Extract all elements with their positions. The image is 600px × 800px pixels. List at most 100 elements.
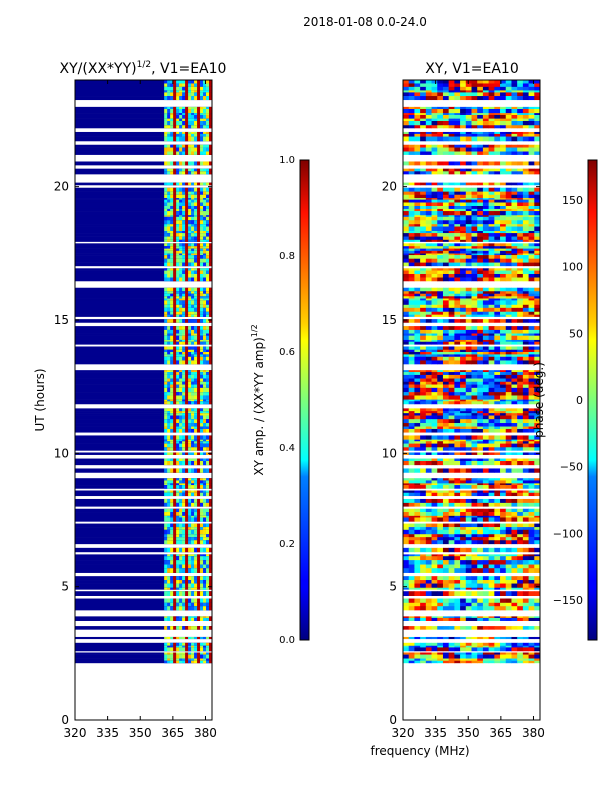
amp-cell (185, 268, 189, 271)
phase-cell (414, 346, 421, 351)
amp-cell (167, 250, 171, 254)
amp-cell (200, 133, 204, 137)
amp-cell (209, 277, 213, 282)
phase-cell (414, 408, 421, 412)
phase-cell (408, 415, 415, 420)
amp-cell (194, 461, 198, 466)
phase-cell (494, 341, 501, 345)
phase-cell (500, 349, 507, 353)
amp-cell (182, 198, 186, 200)
phase-cell (408, 109, 415, 114)
phase-cell (403, 326, 410, 331)
amp-cell (191, 602, 195, 607)
phase-cell (471, 187, 478, 192)
amp-cell (176, 591, 180, 596)
amp-cell (197, 351, 201, 355)
amp-cell (188, 360, 192, 365)
phase-cell (442, 147, 450, 152)
amp-cell (164, 517, 168, 522)
amp-cell (167, 118, 171, 122)
phase-cell (414, 423, 421, 427)
amp-cell (200, 399, 204, 402)
phase-cell (511, 298, 518, 301)
phase-cell (500, 171, 507, 175)
phase-cell (420, 182, 427, 186)
amp-cell (203, 187, 207, 192)
amp-cell (209, 339, 213, 343)
phase-cell (522, 372, 529, 376)
phase-cell (431, 447, 438, 451)
amp-cell (194, 647, 198, 652)
amp-cell (167, 339, 171, 343)
amp-cell (191, 92, 195, 97)
amp-cell (173, 378, 177, 383)
amp-cell (185, 83, 189, 88)
phase-cell (465, 298, 472, 301)
phase-cell (477, 120, 484, 126)
phase-cell (465, 426, 472, 430)
amp-cell (164, 226, 168, 232)
phase-cell (442, 239, 450, 242)
phase-cell (500, 92, 507, 97)
phase-cell (437, 392, 444, 396)
amp-cell (197, 515, 201, 518)
phase-cell (500, 395, 507, 400)
amp-cell (170, 287, 174, 292)
amp-cell (203, 606, 207, 611)
amp-cell (203, 125, 207, 129)
phase-cell (408, 374, 415, 379)
amp-cell (176, 556, 180, 561)
phase-cell (494, 125, 501, 129)
amp-cell (164, 658, 168, 662)
amp-cell (182, 378, 186, 383)
amp-cell (167, 296, 171, 299)
phase-cell (477, 255, 484, 260)
phase-cell (454, 133, 461, 137)
phase-cell (471, 136, 478, 142)
phase-cell (511, 351, 518, 355)
phase-cell (403, 90, 410, 93)
amp-cell (188, 408, 192, 412)
phase-cell (522, 392, 529, 396)
amp-cell (179, 314, 183, 317)
amp-cell (194, 224, 198, 227)
amp-row (75, 395, 212, 400)
phase-cell (437, 239, 444, 242)
amp-cell (173, 262, 177, 267)
amp-cell (197, 233, 201, 237)
amp-cell (194, 395, 198, 400)
phase-cell (431, 378, 438, 383)
amp-cell (209, 658, 213, 662)
amp-cell (170, 80, 174, 84)
amp-cell (206, 131, 210, 135)
phase-cell (460, 277, 467, 282)
amp-cell (188, 133, 192, 137)
amp-cell (209, 645, 213, 648)
amp-cell (200, 168, 204, 172)
phase-cell (437, 372, 444, 376)
phase-cell (408, 458, 415, 462)
amp-cell (182, 374, 186, 379)
amp-cell (170, 540, 174, 545)
phase-cell (528, 205, 535, 210)
amp-cell (203, 270, 207, 275)
amp-cell (179, 120, 183, 126)
phase-cell (403, 120, 410, 126)
phase-cell (534, 151, 541, 155)
phase-cell (477, 296, 484, 299)
amp-cell (164, 616, 168, 619)
amp-cell (200, 120, 204, 126)
phase-cell (454, 106, 461, 110)
amp-cell (197, 109, 201, 114)
amp-row (75, 341, 212, 345)
amp-cell (173, 423, 177, 427)
amp-cell (167, 598, 171, 604)
phase-cell (431, 187, 438, 192)
phase-cell (425, 374, 432, 379)
phase-cell (460, 333, 467, 336)
phase-cell (403, 443, 410, 448)
phase-cell (431, 96, 438, 101)
amp-cell (167, 411, 171, 414)
phase-cell (471, 182, 478, 186)
amp-cell (197, 517, 201, 522)
